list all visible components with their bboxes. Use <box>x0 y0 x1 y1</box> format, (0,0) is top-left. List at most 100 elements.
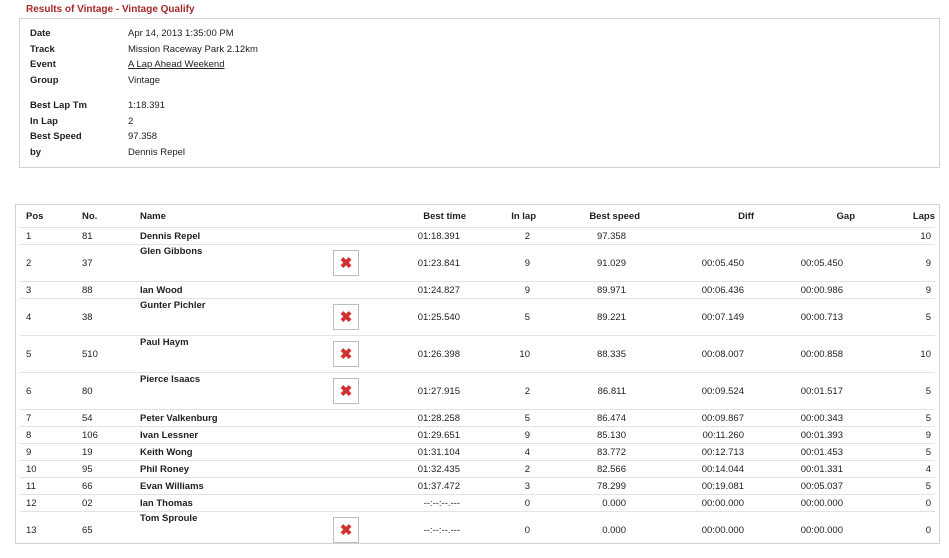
summary-value: Apr 14, 2013 1:35:00 PM <box>128 28 234 39</box>
row-laps: 4 <box>855 460 935 478</box>
row-best-speed: 0.000 <box>536 511 640 548</box>
row-car-number: 37 <box>82 244 140 282</box>
col-header-best-time: Best time <box>423 210 466 222</box>
row-gap: 00:00.986 <box>754 281 855 299</box>
row-diff: 00:00.000 <box>640 494 754 512</box>
row-gap: 00:01.453 <box>754 443 855 461</box>
broken-image-icon: ✖ <box>333 304 359 330</box>
row-laps: 9 <box>855 244 935 282</box>
row-gap: 00:01.331 <box>754 460 855 478</box>
col-header-photo <box>326 205 366 228</box>
table-row: 3 88 Ian Wood 01:24.827 9 89.971 00:06.436 00:0… <box>20 281 935 299</box>
row-laps: 10 <box>855 227 935 245</box>
row-best-speed: 86.811 <box>536 372 640 410</box>
row-photo <box>326 460 366 478</box>
row-best-time: --:--:--.--- <box>366 494 466 512</box>
row-pos: 10 <box>20 460 82 478</box>
row-laps: 5 <box>855 409 935 427</box>
row-best-time: 01:23.841 <box>366 244 466 282</box>
row-in-lap: 3 <box>466 477 536 495</box>
row-best-speed: 91.029 <box>536 244 640 282</box>
row-photo <box>326 443 366 461</box>
table-row: 10 95 Phil Roney 01:32.435 2 82.566 00:14.044 0… <box>20 460 935 478</box>
row-best-speed: 78.299 <box>536 477 640 495</box>
row-car-number: 510 <box>82 335 140 373</box>
row-best-time: 01:28.258 <box>366 409 466 427</box>
row-diff: 00:12.713 <box>640 443 754 461</box>
table-row: 9 19 Keith Wong 01:31.104 4 83.772 00:12.713 00… <box>20 443 935 461</box>
row-diff: 00:09.867 <box>640 409 754 427</box>
row-photo: ✖ <box>326 335 366 373</box>
row-laps: 10 <box>855 335 935 373</box>
broken-image-icon: ✖ <box>333 250 359 276</box>
row-diff: 00:09.524 <box>640 372 754 410</box>
row-best-time: 01:25.540 <box>366 298 466 336</box>
summary-label: Track <box>30 44 55 55</box>
broken-image-icon: ✖ <box>333 341 359 367</box>
row-laps: 0 <box>855 511 935 548</box>
row-pos: 9 <box>20 443 82 461</box>
row-in-lap: 2 <box>466 227 536 245</box>
row-car-number: 106 <box>82 426 140 444</box>
row-driver-name: Ian Wood <box>140 281 326 299</box>
row-pos: 7 <box>20 409 82 427</box>
summary-value: Dennis Repel <box>128 147 186 158</box>
row-best-speed: 0.000 <box>536 494 640 512</box>
row-driver-name: Phil Roney <box>140 460 326 478</box>
row-in-lap: 9 <box>466 426 536 444</box>
row-laps: 5 <box>855 477 935 495</box>
summary-value: Mission Raceway Park 2.12km <box>128 44 258 55</box>
row-driver-name: Peter Valkenburg <box>140 409 326 427</box>
row-car-number: 81 <box>82 227 140 245</box>
summary-value: 2 <box>128 116 134 127</box>
col-header-diff: Diff <box>738 210 754 222</box>
summary-value: Vintage <box>128 75 161 86</box>
row-in-lap: 2 <box>466 460 536 478</box>
race-summary: Date Apr 14, 2013 1:35:00 PM Track Missi… <box>19 18 940 168</box>
event-link[interactable]: A Lap Ahead Weekend <box>128 59 225 70</box>
row-in-lap: 2 <box>466 372 536 410</box>
row-diff: 00:05.450 <box>640 244 754 282</box>
row-best-time: 01:27.915 <box>366 372 466 410</box>
row-photo: ✖ <box>326 298 366 336</box>
row-best-speed: 86.474 <box>536 409 640 427</box>
col-header-in-lap: In lap <box>511 210 536 222</box>
row-car-number: 65 <box>82 511 140 548</box>
row-gap: 00:05.450 <box>754 244 855 282</box>
row-best-time: 01:29.651 <box>366 426 466 444</box>
row-diff: 00:14.044 <box>640 460 754 478</box>
row-driver-name: Evan Williams <box>140 477 326 495</box>
row-driver-name: Paul Haym <box>140 335 326 373</box>
col-header-gap: Gap <box>836 210 855 222</box>
summary-label: by <box>30 147 42 158</box>
row-photo <box>326 426 366 444</box>
summary-value: 97.358 <box>128 131 158 142</box>
row-best-speed: 82.566 <box>536 460 640 478</box>
row-laps: 5 <box>855 443 935 461</box>
row-gap: 00:01.517 <box>754 372 855 410</box>
row-gap: 00:00.343 <box>754 409 855 427</box>
row-in-lap: 0 <box>466 494 536 512</box>
summary-label: Event <box>30 59 56 70</box>
summary-label: In Lap <box>30 116 58 127</box>
row-gap <box>754 227 855 245</box>
row-in-lap: 9 <box>466 281 536 299</box>
row-pos: 12 <box>20 494 82 512</box>
page-title: Results of Vintage - Vintage Qualify <box>26 4 195 15</box>
broken-image-icon: ✖ <box>333 517 359 543</box>
col-header-name: Name <box>140 210 166 222</box>
row-pos: 2 <box>20 244 82 282</box>
row-car-number: 02 <box>82 494 140 512</box>
row-gap: 00:00.858 <box>754 335 855 373</box>
row-best-speed: 89.221 <box>536 298 640 336</box>
table-row: 8 106 Ivan Lessner 01:29.651 9 85.130 00:11.26… <box>20 426 935 444</box>
row-in-lap: 10 <box>466 335 536 373</box>
row-gap: 00:00.713 <box>754 298 855 336</box>
row-best-speed: 83.772 <box>536 443 640 461</box>
row-car-number: 38 <box>82 298 140 336</box>
summary-label: Group <box>30 75 59 86</box>
row-driver-name: Ivan Lessner <box>140 426 326 444</box>
row-photo <box>326 281 366 299</box>
row-photo: ✖ <box>326 511 366 548</box>
broken-image-icon: ✖ <box>333 378 359 404</box>
